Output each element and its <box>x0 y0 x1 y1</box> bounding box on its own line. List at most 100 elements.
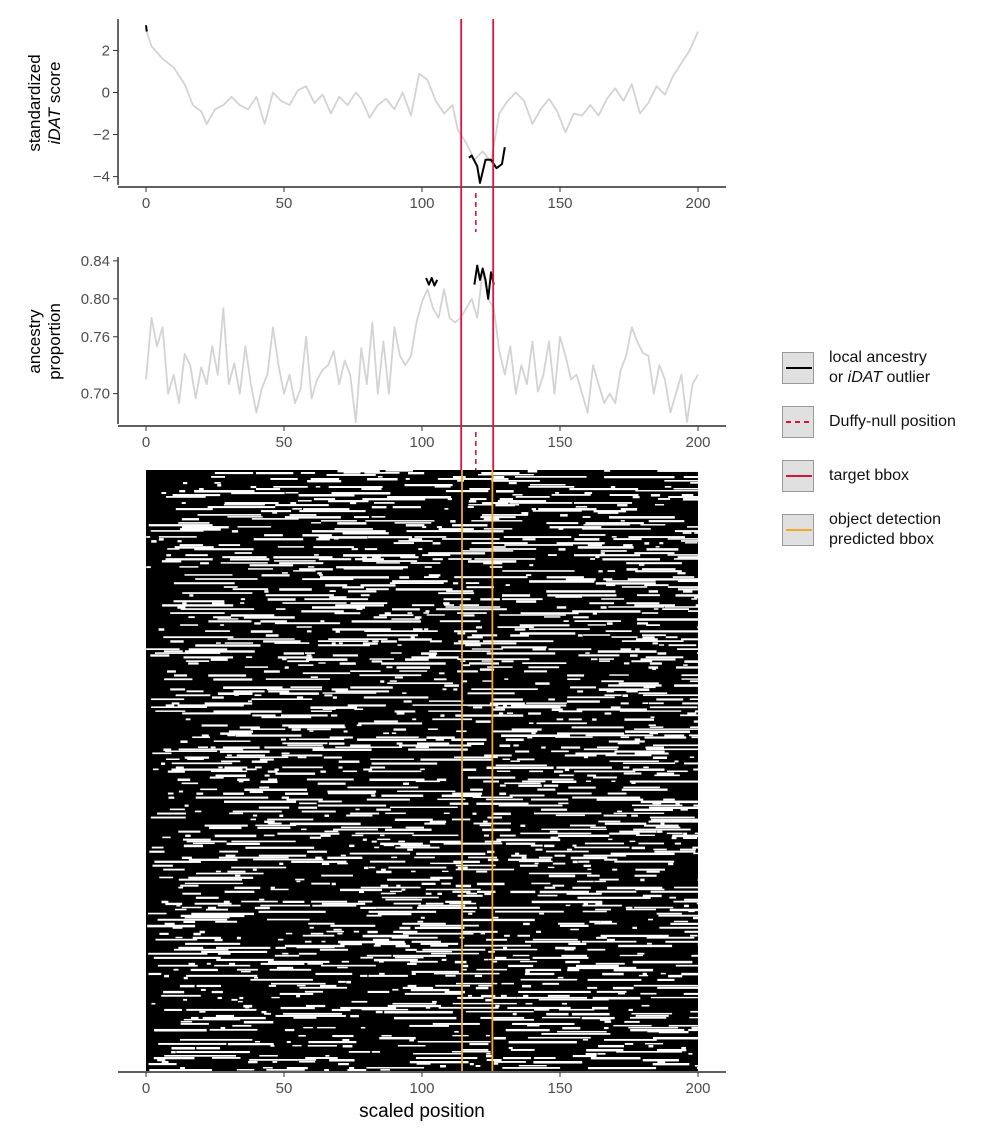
heatmap-white-segment <box>266 1069 305 1071</box>
heatmap-white-segment <box>452 1034 469 1037</box>
heatmap-white-segment <box>264 774 270 777</box>
heatmap-white-segment <box>480 1016 525 1019</box>
heatmap-white-segment <box>503 536 572 538</box>
heatmap-white-segment <box>284 1028 295 1032</box>
heatmap-white-segment <box>281 796 289 799</box>
heatmap-white-segment <box>604 476 675 479</box>
heatmap-white-segment <box>412 704 468 706</box>
heatmap-white-segment <box>319 948 348 951</box>
heatmap-white-segment <box>461 768 477 771</box>
heatmap-white-segment <box>630 654 638 657</box>
heatmap-white-segment <box>541 808 568 811</box>
heatmap-white-segment <box>187 758 204 761</box>
heatmap-white-segment <box>350 812 380 815</box>
heatmap-white-segment <box>254 906 270 910</box>
heatmap-white-segment <box>362 560 418 562</box>
heatmap-white-segment <box>442 538 500 540</box>
heatmap-white-segment <box>172 926 183 929</box>
heatmap-white-segment <box>351 834 364 837</box>
heatmap-white-segment <box>544 844 555 848</box>
heatmap-white-segment <box>153 956 221 959</box>
heatmap-white-segment <box>691 598 698 600</box>
heatmap-white-segment <box>321 874 353 877</box>
heatmap-white-segment <box>302 534 332 537</box>
heatmap-white-segment <box>684 904 689 908</box>
heatmap-white-segment <box>468 912 473 915</box>
heatmap-white-segment <box>582 910 607 913</box>
heatmap-white-segment <box>232 1024 252 1027</box>
heatmap-white-segment <box>299 802 317 805</box>
heatmap-white-segment <box>161 994 201 997</box>
heatmap-white-segment <box>402 932 474 935</box>
heatmap-white-segment <box>207 506 276 509</box>
heatmap-white-segment <box>649 662 662 665</box>
heatmap-white-segment <box>258 854 307 857</box>
heatmap-white-segment <box>317 804 387 807</box>
heatmap-white-segment <box>260 904 310 907</box>
heatmap-white-segment <box>499 834 516 837</box>
heatmap-white-segment <box>477 890 496 893</box>
idat-y-tick-label: 2 <box>102 42 110 59</box>
heatmap-white-segment <box>259 786 270 789</box>
heatmap-white-segment <box>457 670 478 673</box>
heatmap-white-segment <box>531 900 603 904</box>
heatmap-white-segment <box>281 714 328 717</box>
heatmap-white-segment <box>599 1018 611 1021</box>
heatmap-white-segment <box>436 608 507 611</box>
heatmap-white-segment <box>205 908 228 911</box>
heatmap-white-segment <box>231 866 287 869</box>
heatmap-white-segment <box>340 888 382 892</box>
heatmap-white-segment <box>695 604 698 607</box>
heatmap-white-segment <box>224 800 297 803</box>
heatmap-white-segment <box>215 920 238 923</box>
heatmap-white-segment <box>468 500 477 503</box>
heatmap-white-segment <box>192 936 221 940</box>
heatmap-white-segment <box>387 878 440 881</box>
heatmap-white-segment <box>165 704 175 707</box>
heatmap-white-segment <box>410 636 415 639</box>
heatmap-white-segment <box>217 484 222 487</box>
heatmap-white-segment <box>509 502 573 504</box>
heatmap-white-segment <box>321 902 366 905</box>
heatmap-white-segment <box>572 796 641 799</box>
heatmap-white-segment <box>548 874 576 878</box>
heatmap-white-segment <box>312 748 372 751</box>
heatmap-white-segment <box>609 494 639 496</box>
heatmap-white-segment <box>585 734 654 737</box>
heatmap-white-segment <box>369 860 406 863</box>
heatmap-white-segment <box>632 926 637 929</box>
heatmap-white-segment <box>624 718 654 721</box>
heatmap-white-segment <box>292 1044 302 1047</box>
heatmap-white-segment <box>296 984 306 987</box>
heatmap-white-segment <box>629 780 698 783</box>
heatmap-white-segment <box>457 894 483 897</box>
heatmap-white-segment <box>410 562 441 564</box>
heatmap-white-segment <box>396 742 403 745</box>
heatmap-white-segment <box>308 1040 357 1044</box>
heatmap-white-segment <box>223 686 283 689</box>
heatmap-white-segment <box>689 1016 698 1019</box>
heatmap-white-segment <box>380 1069 390 1071</box>
heatmap-white-segment <box>340 942 362 946</box>
heatmap-white-segment <box>176 904 181 907</box>
heatmap-white-segment <box>337 470 380 473</box>
heatmap-white-segment <box>525 940 581 943</box>
heatmap-white-segment <box>384 612 391 615</box>
heatmap-white-segment <box>690 1010 698 1013</box>
heatmap-white-segment <box>529 722 534 725</box>
heatmap-white-segment <box>340 854 346 857</box>
heatmap-white-segment <box>331 714 338 717</box>
heatmap-white-segment <box>188 858 238 861</box>
heatmap-white-segment <box>641 612 659 614</box>
heatmap-white-segment <box>604 858 618 861</box>
heatmap-white-segment <box>354 708 364 711</box>
heatmap-white-segment <box>566 700 600 703</box>
heatmap-white-segment <box>211 990 223 994</box>
heatmap-white-segment <box>634 738 641 741</box>
heatmap-white-segment <box>392 608 420 611</box>
heatmap-white-segment <box>366 914 382 917</box>
heatmap-white-segment <box>414 856 435 859</box>
heatmap-white-segment <box>495 764 547 767</box>
heatmap-white-segment <box>275 946 286 949</box>
heatmap-white-segment <box>493 730 538 733</box>
